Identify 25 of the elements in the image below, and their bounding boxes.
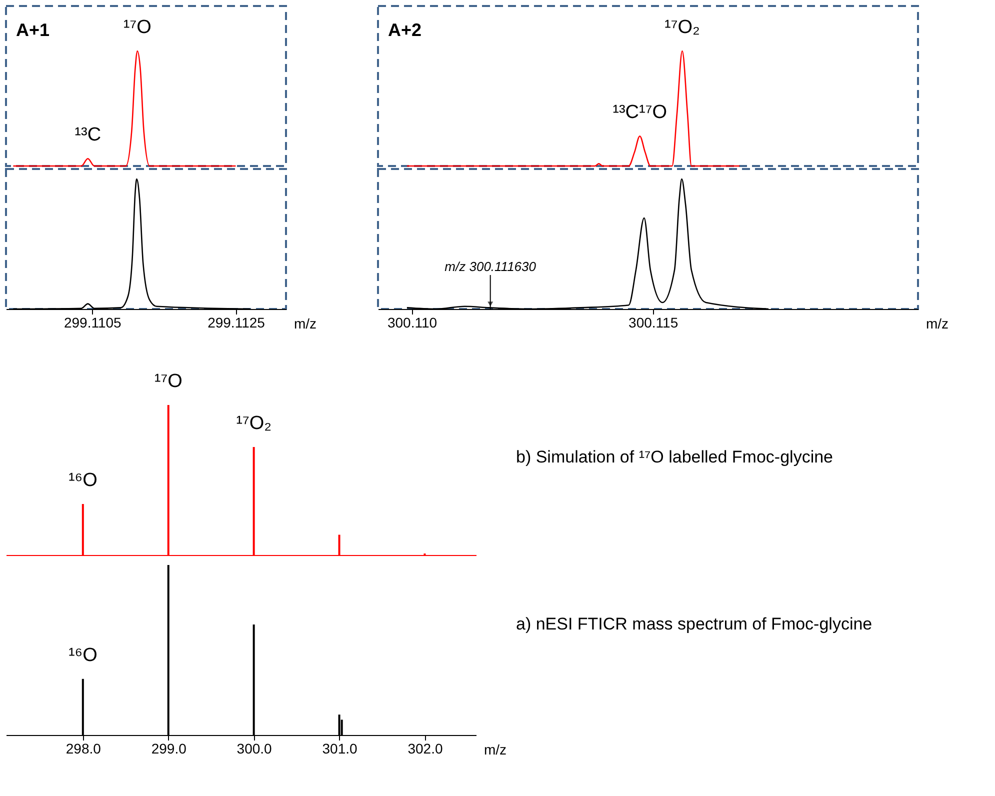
annotation: ¹³C¹⁷O: [612, 102, 667, 124]
text: b) Simulation of ¹⁷O labelled Fmoc-glycine: [516, 448, 833, 466]
annotation: ¹⁶O: [68, 644, 98, 666]
x-tick-label: 299.1125: [208, 314, 266, 330]
annotation: ¹⁷O: [154, 371, 182, 392]
chart-title: A+2: [388, 20, 422, 40]
x-tick-label: 298.0: [66, 740, 102, 756]
x-axis-title: m/z: [484, 742, 506, 758]
annotation: ¹⁷O₂: [236, 413, 272, 434]
x-tick-label: 302.0: [408, 740, 443, 756]
annotation: m/z 300.111630: [444, 259, 537, 274]
annotation: ¹⁷O: [123, 17, 152, 38]
annotation: ¹⁶O: [68, 470, 98, 491]
text: a) nESI FTICR mass spectrum of Fmoc-glycine: [516, 614, 872, 634]
x-axis-title: m/z: [294, 316, 316, 332]
x-tick-label: 299.1105: [64, 314, 122, 330]
x-axis-title: m/z: [926, 316, 948, 332]
annotation: ¹⁷O₂: [664, 17, 700, 38]
x-tick-label: 299.0: [151, 740, 187, 756]
x-tick-label: 300.115: [628, 314, 678, 330]
x-tick-label: 301.0: [322, 740, 358, 756]
annotation: ¹³C: [74, 124, 102, 146]
x-tick-label: 300.0: [236, 740, 272, 756]
x-tick-label: 300.110: [387, 314, 438, 330]
chart-title: A+1: [16, 20, 50, 40]
